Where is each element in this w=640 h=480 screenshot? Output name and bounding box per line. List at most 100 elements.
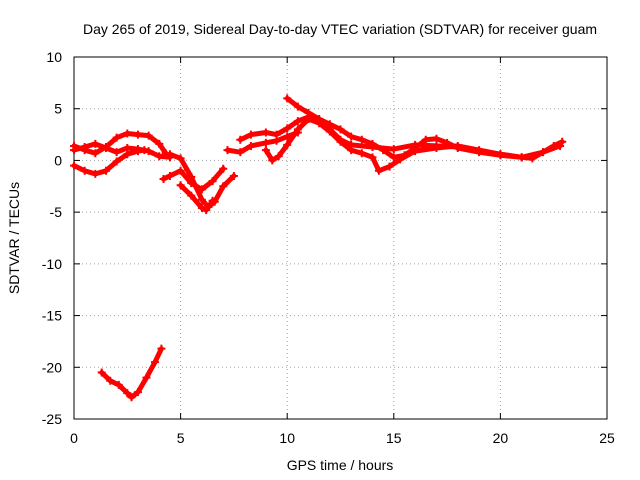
data-point	[101, 166, 110, 175]
y-tick-label: -20	[42, 359, 62, 375]
data-point	[91, 139, 100, 148]
x-tick-label: 20	[493, 430, 509, 446]
data-point	[432, 144, 441, 153]
y-axis: -25 -20 -15 -10 -5 0 5 10	[42, 49, 607, 427]
data-point	[347, 146, 356, 155]
x-tick-label: 10	[279, 430, 295, 446]
data-point	[123, 129, 132, 138]
x-axis: 0 5 10 15 20 25	[70, 57, 615, 446]
data-point	[80, 166, 89, 175]
data-point	[368, 153, 377, 162]
data-point	[261, 138, 270, 147]
data-point	[176, 166, 185, 175]
data-point	[165, 150, 174, 159]
data-point	[283, 94, 292, 103]
data-point	[325, 127, 334, 136]
data-point	[97, 368, 106, 377]
data-point	[293, 102, 302, 111]
data-point	[304, 115, 313, 124]
y-tick-label: 10	[46, 49, 62, 65]
data-point	[496, 150, 505, 159]
data-point	[528, 154, 537, 163]
data-point	[347, 132, 356, 141]
data-point	[208, 177, 217, 186]
data-point	[165, 171, 174, 180]
data-point	[336, 125, 345, 134]
data-point	[70, 146, 78, 155]
data-point	[432, 134, 441, 143]
data-point	[112, 148, 121, 157]
data-point	[517, 153, 526, 162]
data-point	[268, 156, 277, 165]
data-point	[315, 119, 324, 128]
x-tick-label: 15	[386, 430, 402, 446]
data-point	[70, 161, 78, 170]
y-tick-label: -15	[42, 308, 62, 324]
y-tick-label: -5	[50, 204, 63, 220]
data-point	[159, 175, 168, 184]
data-point	[202, 206, 211, 215]
data-point	[176, 181, 185, 190]
data-point	[549, 141, 558, 150]
data-point	[133, 147, 142, 156]
data-point	[197, 204, 206, 213]
data-point	[219, 164, 228, 173]
chart-grid	[74, 57, 607, 419]
data-point	[396, 155, 405, 164]
data-point	[229, 171, 238, 180]
data-point	[293, 117, 302, 126]
data-point	[411, 147, 420, 156]
data-point	[246, 130, 255, 139]
data-point	[127, 393, 136, 402]
y-tick-label: -25	[42, 411, 62, 427]
data-point	[80, 142, 89, 151]
data-point	[421, 135, 430, 144]
data-point	[272, 130, 281, 139]
plot-frame	[73, 56, 608, 420]
data-point	[91, 149, 100, 158]
data-point	[144, 131, 153, 140]
y-tick-label: 0	[54, 152, 62, 168]
data-point	[151, 358, 160, 367]
data-point	[236, 135, 245, 144]
data-point	[558, 137, 567, 146]
x-tick-label: 0	[70, 430, 78, 446]
x-tick-label: 5	[177, 430, 185, 446]
data-point	[374, 166, 383, 175]
chart-title: Day 265 of 2019, Sidereal Day-to-day VTE…	[83, 21, 597, 37]
series-arc-11	[99, 346, 164, 400]
data-point	[453, 141, 462, 150]
data-point	[357, 135, 366, 144]
series-arc-2	[71, 141, 173, 160]
series-arc-1	[71, 131, 169, 156]
y-tick-label: -10	[42, 256, 62, 272]
data-point	[325, 120, 334, 129]
data-point	[112, 157, 121, 166]
data-series	[70, 94, 567, 402]
series-arc-10	[263, 116, 525, 174]
data-point	[187, 191, 196, 200]
data-point	[157, 344, 166, 353]
data-point	[223, 146, 232, 155]
data-point	[236, 148, 245, 157]
data-point	[155, 152, 164, 161]
data-point	[176, 154, 185, 163]
data-point	[208, 196, 217, 205]
data-point	[368, 139, 377, 148]
data-point	[274, 152, 283, 161]
data-point	[246, 141, 255, 150]
data-point	[475, 146, 484, 155]
data-point	[142, 373, 151, 382]
data-point	[261, 128, 270, 137]
data-point	[283, 124, 292, 133]
y-axis-label: SDTVAR / TECUs	[6, 182, 22, 294]
data-point	[389, 153, 398, 162]
series-arc-5	[167, 151, 237, 210]
data-point	[91, 169, 100, 178]
data-point	[123, 389, 132, 398]
y-tick-label: 5	[54, 101, 62, 117]
x-axis-label: GPS time / hours	[287, 457, 394, 473]
data-point	[293, 125, 302, 134]
data-point	[112, 133, 121, 142]
data-point	[133, 130, 142, 139]
